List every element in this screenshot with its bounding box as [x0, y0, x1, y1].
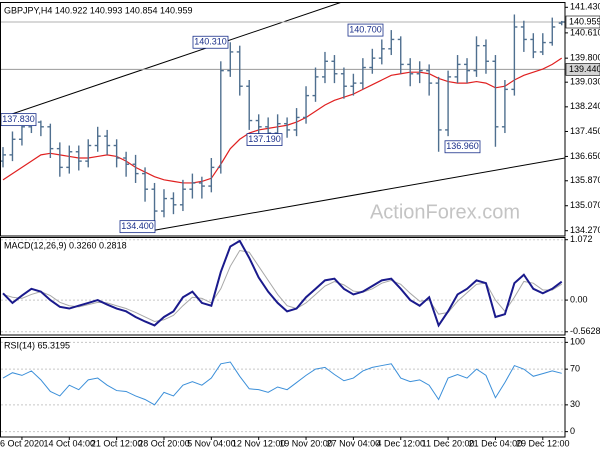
x-tick-label: 6 Oct 2020 [0, 438, 44, 448]
level-label: 139.440 [569, 64, 600, 74]
y-tick-label: 135.070 [570, 200, 600, 210]
y-tick-label: 137.450 [570, 126, 600, 136]
x-tick-label: 12 Nov 12:00 [232, 438, 286, 448]
y-tick-label: 1.072 [570, 234, 593, 244]
x-tick-label: 5 Nov 04:00 [187, 438, 236, 448]
current-price-label: 140.959 [569, 16, 600, 26]
y-tick-label: 141.430 [570, 2, 600, 12]
y-tick-label: 139.800 [570, 53, 600, 63]
annotation-label: 136.960 [446, 141, 479, 151]
annotation-box [192, 35, 229, 49]
main-panel-border [0, 2, 566, 237]
x-tick-label: 21 Oct 12:00 [91, 438, 143, 448]
x-tick-label: 21 Dec 04:00 [469, 438, 523, 448]
x-tick-label: 19 Nov 20:00 [279, 438, 333, 448]
x-tick-label: 11 Dec 20:00 [422, 438, 475, 448]
y-tick-label: -0.5628 [570, 326, 600, 336]
y-tick-label: 70 [570, 364, 580, 374]
y-tick-label: 0 [570, 426, 575, 436]
current-price-box [565, 15, 600, 29]
y-tick-label: 0.00 [570, 294, 588, 304]
y-tick-label: 30 [570, 399, 580, 409]
rsi-panel-border [0, 337, 566, 438]
upper-trendline [0, 2, 343, 119]
panel-title: MACD(12,26,9) 0.3260 0.2818 [4, 240, 127, 250]
indicator-line [2, 239, 563, 328]
panel-title: RSI(14) 65.3195 [4, 340, 70, 350]
annotation-box [246, 133, 283, 146]
annotation-label: 140.310 [194, 37, 227, 47]
y-tick-label: 140.610 [570, 27, 600, 37]
y-tick-label: 100 [570, 337, 585, 347]
annotation-label: 137.190 [248, 134, 281, 144]
macd-panel-border [0, 237, 566, 336]
indicator-line [2, 249, 562, 323]
lower-trendline [149, 157, 565, 232]
x-tick-label: 14 Oct 04:00 [44, 438, 96, 448]
panel-title: GBPJPY,H4 140.922 140.993 140.854 140.95… [4, 5, 193, 15]
level-box [565, 63, 600, 76]
annotation-box [347, 23, 384, 37]
x-tick-label: 28 Oct 20:00 [138, 438, 190, 448]
x-tick-label: 29 Dec 12:00 [516, 438, 570, 448]
moving-average [2, 57, 563, 184]
y-tick-label: 139.030 [570, 77, 600, 87]
annotation-label: 134.400 [121, 221, 154, 231]
trendlines [0, 2, 565, 232]
indicator-line [2, 361, 562, 406]
annotation-label: 137.830 [2, 114, 35, 124]
y-tick-label: 138.240 [570, 101, 600, 111]
x-tick-label: 4 Dec 12:00 [376, 438, 425, 448]
y-tick-label: 135.870 [570, 175, 600, 185]
x-tick-label: 27 Nov 04:00 [327, 438, 381, 448]
annotation-box [119, 220, 156, 234]
annotation-box [444, 140, 481, 154]
watermark: ActionForex.com [370, 201, 520, 223]
y-tick-label: 134.270 [570, 225, 600, 235]
y-tick-label: 136.650 [570, 151, 600, 161]
annotation-label: 140.700 [349, 24, 382, 34]
